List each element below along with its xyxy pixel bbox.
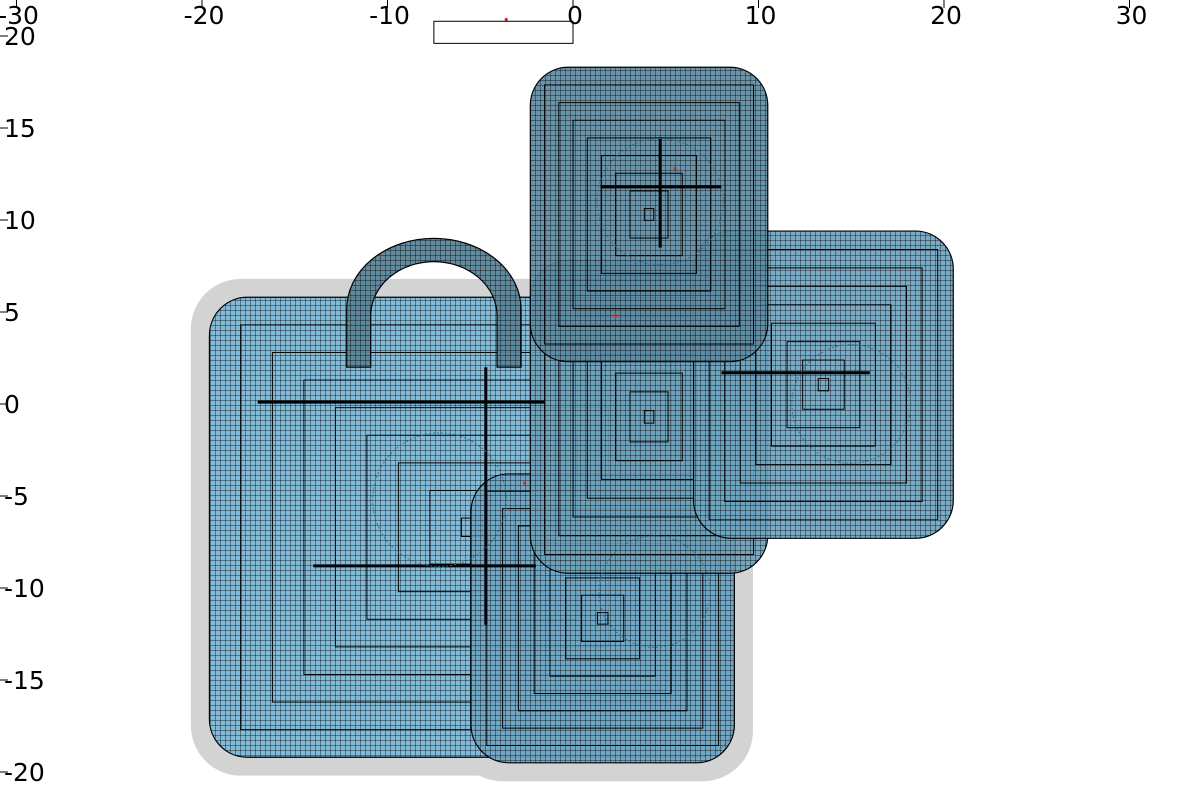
inset-box bbox=[433, 20, 574, 44]
overlay-layer bbox=[257, 17, 912, 648]
x-tick-label: 10 bbox=[745, 1, 777, 30]
inner-outline bbox=[739, 285, 908, 484]
x-tick-label: 30 bbox=[1116, 1, 1148, 30]
y-tick-label: -5 bbox=[4, 482, 29, 511]
y-tick-label: 20 bbox=[4, 22, 36, 51]
inner-outline bbox=[601, 155, 698, 274]
inner-outline bbox=[615, 172, 683, 257]
center-point-3 bbox=[673, 166, 677, 171]
inner-outline bbox=[802, 359, 845, 410]
shape-layer bbox=[208, 66, 954, 764]
dashed-circle-1 bbox=[372, 432, 507, 567]
x-tick-label: -10 bbox=[369, 1, 410, 30]
x-tick-label: -30 bbox=[0, 1, 39, 30]
arch-shape-6 bbox=[346, 237, 522, 368]
inner-outline bbox=[572, 119, 726, 310]
inner-outline bbox=[708, 248, 939, 521]
inner-outline bbox=[724, 267, 923, 502]
inner-outline bbox=[643, 208, 655, 221]
arch-grid bbox=[346, 237, 522, 368]
inner-outline bbox=[770, 322, 876, 447]
inner-outline bbox=[786, 341, 861, 429]
y-tick-label: -10 bbox=[4, 574, 45, 603]
center-point-4 bbox=[504, 17, 508, 22]
inner-outline bbox=[643, 410, 655, 424]
x-tick-label: -20 bbox=[184, 1, 225, 30]
inner-outline bbox=[544, 84, 755, 345]
inner-outline bbox=[565, 577, 641, 660]
inner-outline bbox=[629, 391, 669, 443]
y-tick-label: 5 bbox=[4, 298, 20, 327]
center-point-1 bbox=[523, 481, 527, 485]
axis-layer: -30 -20 -10 0 10 20 30 20 15 10 5 0 -5 -10 -15 -20 bbox=[0, 0, 1147, 787]
inner-outline bbox=[755, 304, 892, 466]
y-tick-label: 10 bbox=[4, 206, 36, 235]
inner-outline bbox=[586, 137, 712, 292]
y-tick-label: 0 bbox=[4, 390, 20, 419]
x-tick-label: 0 bbox=[567, 1, 583, 30]
inner-outline bbox=[615, 372, 683, 462]
center-point-2 bbox=[614, 314, 618, 318]
y-tick-label: -15 bbox=[4, 666, 45, 695]
y-tick-label: -20 bbox=[4, 758, 45, 787]
dashed-circle-2 bbox=[598, 535, 711, 648]
block-grid bbox=[529, 66, 769, 363]
y-tick-label: 15 bbox=[4, 114, 36, 143]
dashed-circle-3 bbox=[791, 344, 912, 464]
inner-outline bbox=[581, 594, 625, 642]
inner-outline bbox=[558, 102, 740, 327]
x-tick-label: 20 bbox=[930, 1, 962, 30]
inner-outline bbox=[817, 378, 830, 392]
block-shape-5 bbox=[529, 66, 769, 363]
inner-outline bbox=[629, 190, 669, 239]
dashed-circle-4 bbox=[596, 138, 724, 266]
